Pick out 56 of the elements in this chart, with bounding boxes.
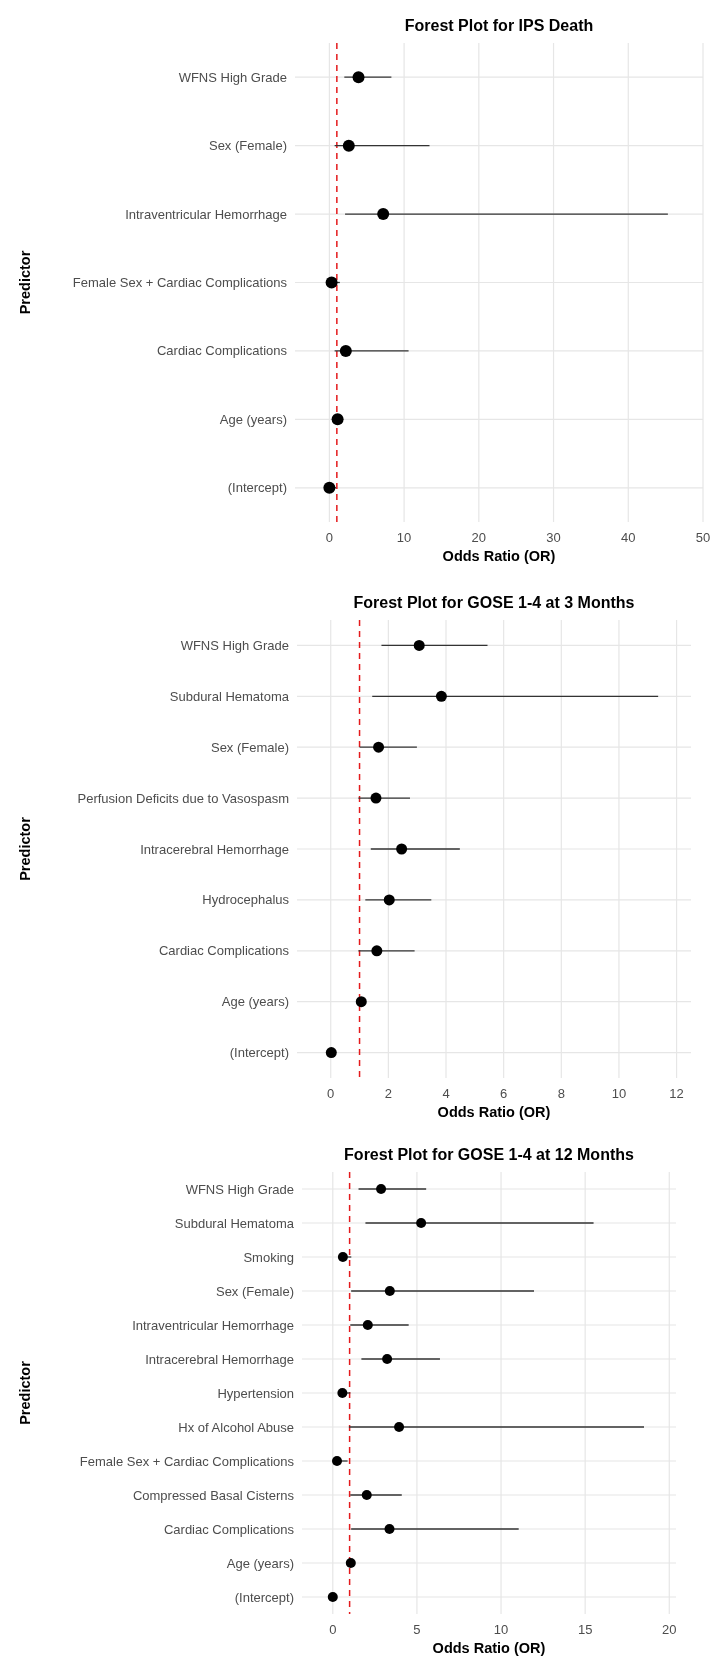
x-tick-label: 10 — [611, 1086, 627, 1101]
chart-title: Forest Plot for GOSE 1-4 at 12 Months — [344, 1146, 635, 1163]
y-tick-label: Intracerebral Hemorrhage — [140, 841, 289, 857]
y-tick-label: Hx of Alcohol Abuse — [178, 1419, 294, 1435]
y-axis-title: Predictor — [17, 1360, 33, 1425]
x-tick-label: 30 — [546, 530, 561, 545]
y-tick-label: WFNS High Grade — [178, 69, 287, 85]
y-axis-title: Predictor — [17, 816, 33, 881]
y-tick-label: WFNS High Grade — [185, 1181, 294, 1197]
x-tick-label: 15 — [577, 1622, 593, 1637]
y-tick-label: Hydrocephalus — [202, 892, 290, 908]
y-tick-label: Sex (Female) — [210, 739, 289, 755]
x-tick-label: 50 — [695, 530, 711, 545]
x-tick-label: 6 — [500, 1086, 508, 1101]
x-tick-label: 10 — [493, 1622, 509, 1637]
x-axis-title: Odds Ratio (OR) — [437, 1104, 551, 1120]
y-tick-label: (Intercept) — [234, 1589, 294, 1605]
x-tick-label: 5 — [413, 1622, 421, 1637]
y-tick-label: Intraventricular Hemorrhage — [132, 1317, 294, 1333]
y-tick-label: (Intercept) — [227, 480, 287, 496]
y-tick-label: Perfusion Deficits due to Vasospasm — [77, 790, 289, 806]
y-tick-label: Intracerebral Hemorrhage — [145, 1351, 294, 1367]
x-tick-label: 0 — [325, 530, 333, 545]
y-tick-label: Sex (Female) — [208, 138, 287, 154]
y-tick-label: WFNS High Grade — [180, 637, 289, 653]
y-tick-label: Age (years) — [226, 1555, 294, 1571]
y-tick-label: Female Sex + Cardiac Complications — [79, 1453, 295, 1469]
x-tick-label: 0 — [327, 1086, 335, 1101]
y-tick-label: Intraventricular Hemorrhage — [125, 206, 287, 222]
y-tick-label: Subdural Hematoma — [174, 1215, 295, 1231]
y-tick-label: Cardiac Complications — [156, 343, 288, 359]
y-tick-label: Age (years) — [221, 994, 289, 1010]
x-tick-label: 20 — [471, 530, 487, 545]
y-tick-label: Age (years) — [219, 411, 287, 427]
x-tick-label: 0 — [329, 1622, 337, 1637]
y-tick-label: Cardiac Complications — [163, 1521, 295, 1537]
y-axis-title: Predictor — [17, 250, 33, 315]
y-tick-label: Compressed Basal Cisterns — [132, 1487, 295, 1503]
y-tick-label: (Intercept) — [229, 1045, 289, 1061]
y-tick-label: Subdural Hematoma — [169, 688, 290, 704]
y-tick-label: Female Sex + Cardiac Complications — [72, 275, 288, 290]
chart-title: Forest Plot for GOSE 1-4 at 3 Months — [353, 594, 635, 611]
y-tick-label: Cardiac Complications — [158, 943, 290, 959]
x-axis-title: Odds Ratio (OR) — [432, 1640, 546, 1656]
x-tick-label: 8 — [557, 1086, 565, 1101]
y-tick-label: Hypertension — [217, 1385, 294, 1401]
x-tick-label: 12 — [669, 1086, 684, 1101]
x-tick-label: 10 — [396, 530, 412, 545]
x-tick-label: 20 — [662, 1622, 677, 1637]
x-tick-label: 4 — [442, 1086, 450, 1101]
chart-title: Forest Plot for IPS Death — [404, 17, 594, 34]
y-tick-label: Smoking — [243, 1249, 294, 1265]
x-tick-label: 40 — [621, 530, 636, 545]
x-tick-label: 2 — [384, 1086, 392, 1101]
x-axis-title: Odds Ratio (OR) — [442, 548, 556, 564]
y-tick-label: Sex (Female) — [215, 1283, 294, 1299]
